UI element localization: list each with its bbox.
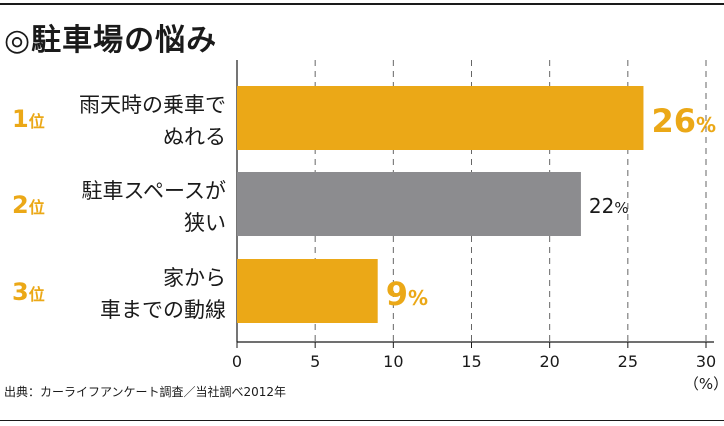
value-percent-sign: % [614,199,628,217]
bar [237,259,378,323]
x-tick-label: 25 [618,352,638,371]
x-tick-label: 20 [539,352,559,371]
x-tick-label: 0 [232,352,242,371]
value-label: 22% [589,194,629,218]
rank-label: 2位 [12,191,45,219]
value-number: 26 [651,102,696,140]
rank-label: 3位 [12,278,45,306]
x-tick-label: 30 [696,352,716,371]
value-number: 9 [386,275,408,313]
top-rule [0,3,724,5]
category-label: 狭い [184,211,226,235]
rank-number: 2 [12,191,29,219]
x-tick-label: 15 [461,352,481,371]
category-label: 車までの動線 [100,298,226,322]
category-label: 駐車スペースが [82,179,226,203]
category-label: ぬれる [163,125,226,149]
source-note: 出典：カーライフアンケート調査／当社調べ2012年 [4,385,287,399]
rank-number: 1 [12,105,29,133]
rank-suffix: 位 [29,285,45,304]
x-unit-label: （%） [684,375,724,393]
category-label: 家から [163,266,226,290]
value-label: 26% [651,102,716,140]
rank-number: 3 [12,278,29,306]
bar [237,172,581,236]
value-number: 22 [589,194,614,218]
value-percent-sign: % [696,113,716,137]
category-label: 雨天時の乗車で [79,93,226,117]
rank-suffix: 位 [29,112,45,131]
page-title: ◎駐車場の悩み [4,23,218,58]
rank-suffix: 位 [29,198,45,217]
value-percent-sign: % [408,286,428,310]
x-tick-label: 5 [310,352,320,371]
bottom-rule [0,420,724,421]
value-label: 9% [386,275,428,313]
x-tick-label: 10 [383,352,403,371]
rank-label: 1位 [12,105,45,133]
bar [237,86,644,150]
